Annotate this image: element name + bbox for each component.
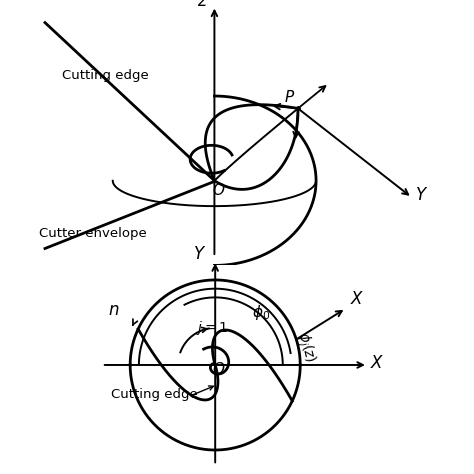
Text: $X$: $X$ (370, 355, 384, 373)
Text: $Y$: $Y$ (193, 246, 207, 264)
Text: $j=1$: $j=1$ (196, 319, 228, 337)
Text: Cutter envelope: Cutter envelope (39, 227, 147, 240)
Text: $P$: $P$ (284, 89, 295, 105)
Text: $X$: $X$ (350, 290, 365, 308)
Text: $z$: $z$ (197, 0, 208, 9)
Text: $O$: $O$ (212, 182, 226, 198)
Text: Cutting edge: Cutting edge (111, 388, 198, 401)
Text: Cutting edge: Cutting edge (62, 69, 149, 82)
Text: $\phi_0$: $\phi_0$ (252, 303, 271, 322)
Text: $O$: $O$ (211, 361, 225, 377)
Text: $n$: $n$ (109, 301, 120, 319)
Text: $Y$: $Y$ (415, 186, 428, 204)
Text: $\phi_j(z)$: $\phi_j(z)$ (292, 330, 318, 365)
